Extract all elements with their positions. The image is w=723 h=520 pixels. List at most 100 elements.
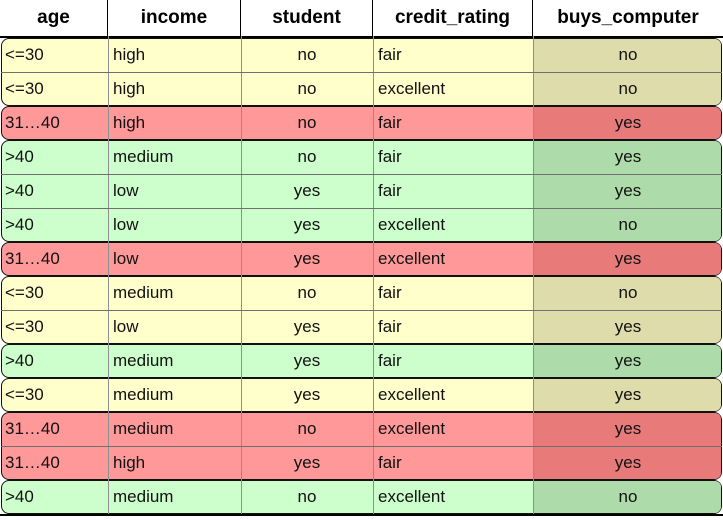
cell-income: medium <box>113 487 174 506</box>
cell-student: no <box>297 147 317 166</box>
cell-student: no <box>297 79 317 98</box>
column-divider <box>373 36 374 514</box>
cell-credit-rating: excellent <box>378 79 446 98</box>
cell-credit-rating: fair <box>378 113 402 132</box>
cell-buys-computer: yes <box>614 385 642 404</box>
header-credit-rating: credit_rating <box>373 0 533 36</box>
cell-income: low <box>113 181 139 200</box>
cell-student: yes <box>293 317 321 336</box>
result-column-shade <box>534 481 721 513</box>
cell-income: high <box>113 45 146 64</box>
cell-student: no <box>297 283 317 302</box>
cell-buys-computer: yes <box>614 147 642 166</box>
header-buys-computer: buys_computer <box>533 0 723 36</box>
row-group-band <box>1 480 722 514</box>
cell-income: low <box>113 317 139 336</box>
table-row: >40 low yes fair yes <box>0 174 723 208</box>
row-group-band <box>1 344 722 378</box>
cell-student: yes <box>293 351 321 370</box>
cell-age: >40 <box>5 147 34 166</box>
header-divider <box>0 36 723 38</box>
column-divider <box>108 36 109 514</box>
header-student: student <box>241 0 373 36</box>
table-row: 31…40 high no fair yes <box>0 106 723 140</box>
header-age: age <box>0 0 108 36</box>
cell-credit-rating: fair <box>378 147 402 166</box>
row-divider <box>1 72 722 73</box>
cell-buys-computer: no <box>618 283 638 302</box>
cell-credit-rating: excellent <box>378 385 446 404</box>
cell-student: no <box>297 419 317 438</box>
cell-credit-rating: fair <box>378 317 402 336</box>
cell-buys-computer: no <box>618 487 638 506</box>
cell-age: >40 <box>5 351 34 370</box>
cell-student: yes <box>293 453 321 472</box>
cell-credit-rating: fair <box>378 283 402 302</box>
cell-income: medium <box>113 351 174 370</box>
cell-credit-rating: excellent <box>378 419 446 438</box>
cell-buys-computer: yes <box>614 317 642 336</box>
cell-age: <=30 <box>5 283 44 302</box>
cell-student: yes <box>293 181 321 200</box>
row-divider <box>1 208 722 209</box>
row-divider <box>1 310 722 311</box>
cell-income: medium <box>113 385 174 404</box>
cell-buys-computer: yes <box>614 113 642 132</box>
cell-buys-computer: no <box>618 79 638 98</box>
cell-credit-rating: fair <box>378 45 402 64</box>
result-column-shade <box>534 243 721 275</box>
table-row: 31…40 high yes fair yes <box>0 446 723 480</box>
cell-credit-rating: excellent <box>378 249 446 268</box>
cell-student: yes <box>293 215 321 234</box>
cell-age: 31…40 <box>5 249 60 268</box>
table-row: >40 medium no fair yes <box>0 140 723 174</box>
cell-credit-rating: excellent <box>378 215 446 234</box>
table-row: 31…40 medium no excellent yes <box>0 412 723 446</box>
cell-income: high <box>113 453 146 472</box>
cell-buys-computer: yes <box>614 249 642 268</box>
table-row: 31…40 low yes excellent yes <box>0 242 723 276</box>
cell-age: >40 <box>5 215 34 234</box>
cell-student: yes <box>293 385 321 404</box>
cell-age: 31…40 <box>5 113 60 132</box>
result-column-shade <box>534 379 721 411</box>
table-row: <=30 medium yes excellent yes <box>0 378 723 412</box>
table-row: <=30 medium no fair no <box>0 276 723 310</box>
cell-credit-rating: fair <box>378 453 402 472</box>
cell-income: high <box>113 113 146 132</box>
cell-age: <=30 <box>5 317 44 336</box>
table-row: <=30 high no fair no <box>0 38 723 72</box>
cell-credit-rating: fair <box>378 181 402 200</box>
cell-income: medium <box>113 147 174 166</box>
cell-credit-rating: fair <box>378 351 402 370</box>
row-divider <box>1 174 722 175</box>
cell-credit-rating: excellent <box>378 487 446 506</box>
cell-income: low <box>113 249 139 268</box>
cell-buys-computer: yes <box>614 419 642 438</box>
cell-age: >40 <box>5 181 34 200</box>
table-row: <=30 low yes fair yes <box>0 310 723 344</box>
table-row: >40 medium yes fair yes <box>0 344 723 378</box>
cell-student: no <box>297 113 317 132</box>
cell-student: yes <box>293 249 321 268</box>
cell-income: medium <box>113 419 174 438</box>
cell-income: low <box>113 215 139 234</box>
table-row: >40 low yes excellent no <box>0 208 723 242</box>
cell-age: 31…40 <box>5 453 60 472</box>
row-group-band <box>1 378 722 412</box>
result-column-shade <box>534 107 721 139</box>
row-divider <box>1 446 722 447</box>
cell-buys-computer: yes <box>614 453 642 472</box>
cell-income: medium <box>113 283 174 302</box>
cell-student: no <box>297 45 317 64</box>
cell-student: no <box>297 487 317 506</box>
cell-buys-computer: yes <box>614 351 642 370</box>
table-row: <=30 high no excellent no <box>0 72 723 106</box>
column-divider <box>533 36 534 514</box>
cell-income: high <box>113 79 146 98</box>
cell-age: 31…40 <box>5 419 60 438</box>
cell-buys-computer: no <box>618 215 638 234</box>
cell-age: <=30 <box>5 45 44 64</box>
table-bottom-border <box>0 514 723 516</box>
